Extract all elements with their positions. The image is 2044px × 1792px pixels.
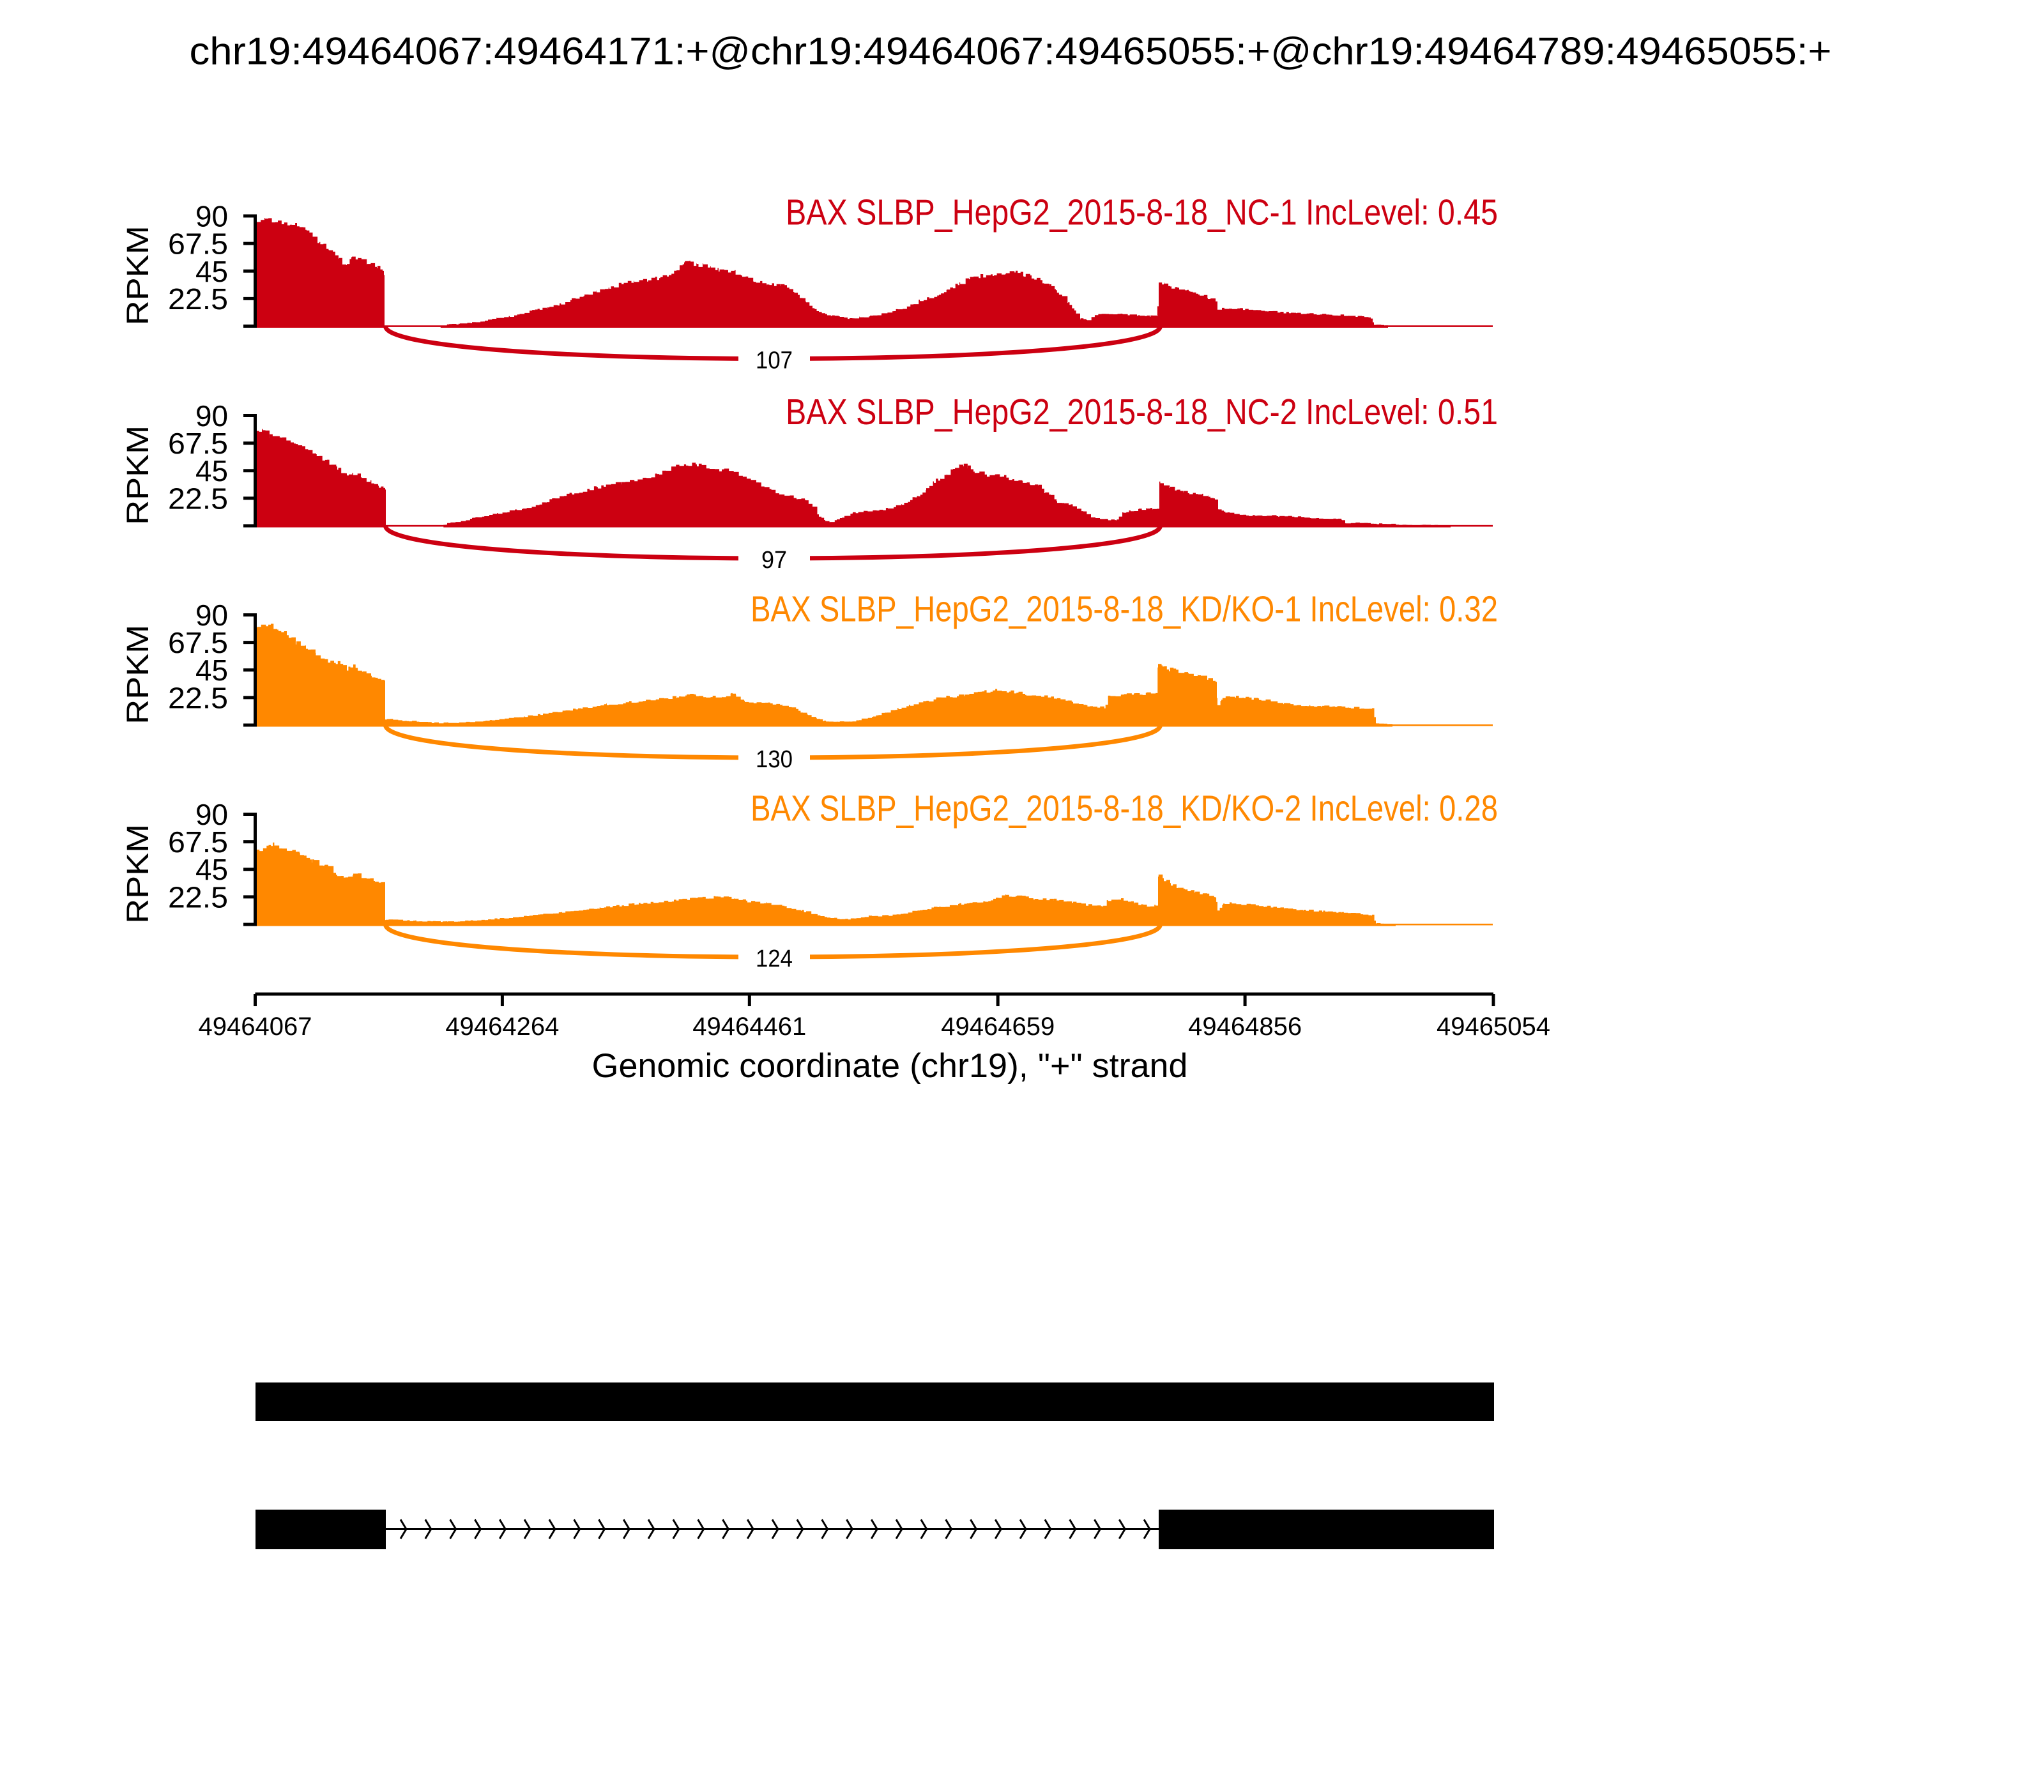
svg-text:45: 45 — [195, 654, 228, 687]
svg-text:107: 107 — [756, 348, 793, 374]
svg-text:124: 124 — [756, 946, 793, 972]
svg-text:49464067: 49464067 — [199, 1013, 312, 1041]
svg-text:BAX SLBP_HepG2_2015-8-18_NC-1: BAX SLBP_HepG2_2015-8-18_NC-1 IncLevel: … — [786, 192, 1498, 233]
svg-text:67.5: 67.5 — [168, 626, 228, 659]
svg-text:BAX SLBP_HepG2_2015-8-18_KD/KO: BAX SLBP_HepG2_2015-8-18_KD/KO-2 IncLeve… — [751, 788, 1498, 829]
svg-text:90: 90 — [195, 798, 228, 831]
svg-text:49464461: 49464461 — [692, 1013, 806, 1041]
svg-text:chr19:49464067:49464171:+@chr1: chr19:49464067:49464171:+@chr19:49464067… — [190, 30, 1832, 73]
svg-text:BAX SLBP_HepG2_2015-8-18_NC-2: BAX SLBP_HepG2_2015-8-18_NC-2 IncLevel: … — [786, 392, 1498, 433]
svg-text:67.5: 67.5 — [168, 427, 228, 460]
svg-text:45: 45 — [195, 853, 228, 886]
svg-text:49464264: 49464264 — [445, 1013, 559, 1041]
svg-text:49464856: 49464856 — [1188, 1013, 1302, 1041]
svg-text:90: 90 — [195, 200, 228, 233]
svg-text:RPKM: RPKM — [121, 824, 155, 924]
svg-text:22.5: 22.5 — [168, 282, 228, 316]
svg-text:67.5: 67.5 — [168, 825, 228, 859]
svg-text:45: 45 — [195, 454, 228, 487]
svg-text:130: 130 — [756, 746, 793, 773]
svg-text:RPKM: RPKM — [121, 625, 155, 724]
svg-text:22.5: 22.5 — [168, 482, 228, 515]
svg-text:Genomic coordinate (chr19), "+: Genomic coordinate (chr19), "+" strand — [592, 1047, 1188, 1085]
svg-text:BAX SLBP_HepG2_2015-8-18_KD/KO: BAX SLBP_HepG2_2015-8-18_KD/KO-1 IncLeve… — [751, 589, 1498, 630]
svg-text:22.5: 22.5 — [168, 880, 228, 914]
svg-text:22.5: 22.5 — [168, 681, 228, 714]
svg-text:90: 90 — [195, 399, 228, 433]
svg-text:49464659: 49464659 — [941, 1013, 1055, 1041]
svg-text:67.5: 67.5 — [168, 227, 228, 261]
svg-text:RPKM: RPKM — [121, 226, 155, 325]
svg-text:45: 45 — [195, 255, 228, 288]
svg-text:RPKM: RPKM — [121, 425, 155, 525]
svg-text:90: 90 — [195, 599, 228, 632]
svg-text:97: 97 — [761, 547, 787, 574]
svg-text:49465054: 49465054 — [1437, 1013, 1550, 1041]
